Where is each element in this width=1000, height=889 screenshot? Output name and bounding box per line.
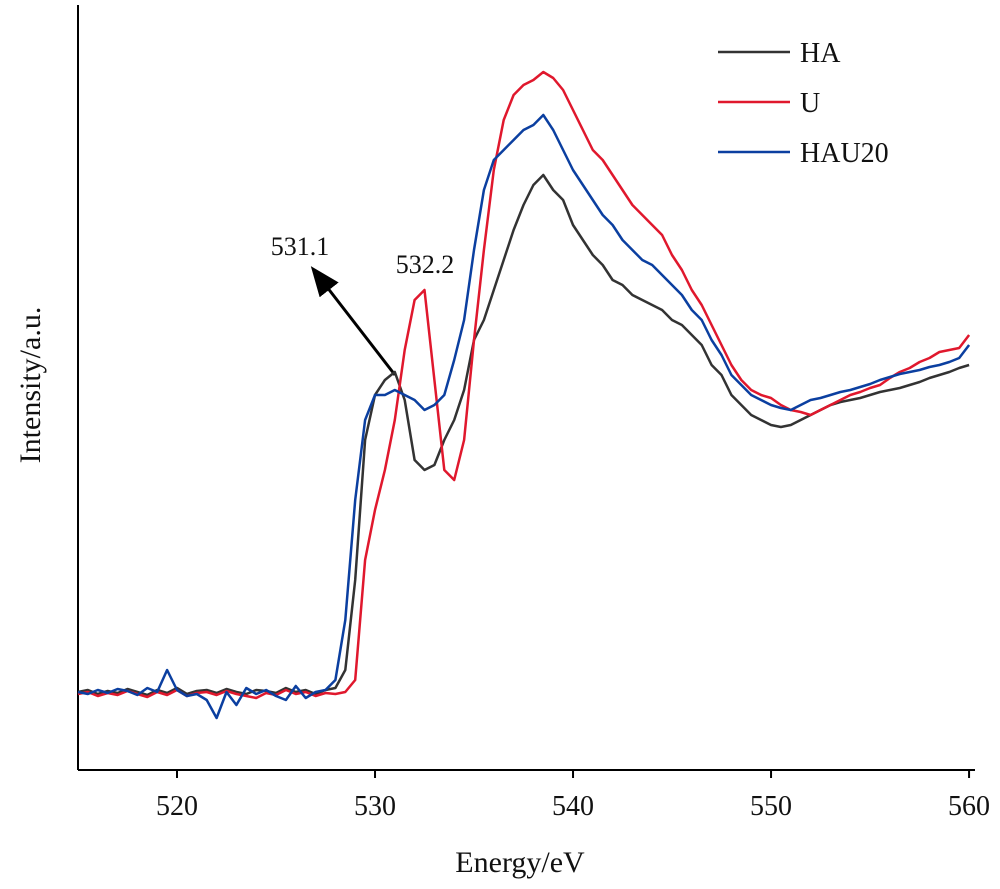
annotation-arrow: [310, 266, 397, 376]
annotation: 531.1: [271, 232, 330, 261]
legend-label: U: [800, 88, 820, 119]
legend-label: HAU20: [800, 138, 889, 169]
x-tick-label: 520: [156, 791, 198, 822]
y-axis-label: Intensity/a.u.: [14, 307, 47, 464]
x-tick-label: 540: [552, 791, 594, 822]
x-tick-label: 550: [750, 791, 792, 822]
series-line: [77, 173, 970, 697]
series-line: [77, 113, 971, 720]
annotation: 532.2: [396, 250, 455, 279]
legend-label: HA: [800, 38, 841, 69]
x-axis-label: Energy/eV: [455, 846, 585, 879]
x-tick-label: 530: [354, 791, 396, 822]
x-tick-label: 560: [948, 791, 990, 822]
